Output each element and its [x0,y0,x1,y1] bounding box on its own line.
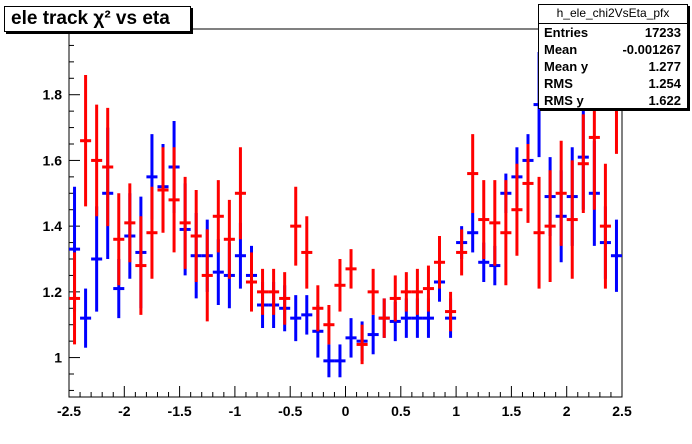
data-point [234,147,246,240]
data-point [290,186,302,266]
data-point [411,268,423,315]
stat-label: Entries [544,25,589,40]
y-tick-label: 1.4 [43,218,63,234]
stat-label: Mean y [544,59,589,74]
stat-value: 1.277 [648,59,681,74]
x-tick-label: -2 [118,403,131,419]
data-point [212,180,224,253]
stats-box: h_ele_chi2VsEta_pfx Entries 17233 Mean -… [538,4,688,109]
data-point [179,176,191,269]
stat-value: 1.622 [648,93,681,108]
y-tick-label: 1.8 [43,87,63,103]
data-point [456,229,468,276]
x-tick-label: 2 [563,403,571,419]
data-point [113,193,125,286]
chart-title: ele track χ² vs eta [11,8,170,29]
stat-value: 1.254 [648,76,681,91]
data-point [323,305,335,345]
data-point [500,180,512,286]
data-point [555,140,567,246]
stat-row-rms: RMS 1.254 [539,75,687,92]
stats-name: h_ele_chi2VsEta_pfx [539,5,687,24]
stat-row-mean: Mean -0.001267 [539,41,687,58]
axes: -2.5 -2 -1.5 -1 -0.5 0 0.5 1 1.5 2 2.5 1 1.2 1.4 1.6 1.… [43,28,632,419]
x-tick-label: -1.5 [168,403,192,419]
data-point [91,206,103,312]
data-point [422,265,434,312]
title-box: ele track χ² vs eta [4,6,191,32]
data-point [599,163,611,289]
data-point [367,314,379,355]
data-point [201,229,213,322]
stat-row-rms-y: RMS y 1.622 [539,92,687,109]
stat-label: Mean [544,42,578,57]
data-point [345,318,357,358]
data-point [533,176,545,289]
data-point [290,295,302,342]
data-point [356,324,368,365]
data-point [467,134,479,213]
data-point [467,213,479,253]
data-point [312,285,324,332]
data-point [577,114,589,213]
data-point [610,219,622,292]
data-point [190,190,202,282]
x-tick-label: 0.5 [391,403,411,419]
x-tick-label: -1 [229,403,242,419]
series-2 [69,61,622,365]
stat-row-entries: Entries 17233 [539,24,687,41]
x-tick-label: -2.5 [57,403,81,419]
data-point [334,259,346,312]
stat-value: 17233 [644,25,681,40]
data-point [223,199,235,279]
stat-label: RMS [544,76,573,91]
data-point [268,268,280,315]
data-point [522,144,534,223]
data-point [146,186,158,279]
x-tick-label: -0.5 [278,403,302,419]
x-tick-label: 2.5 [612,403,632,419]
data-point [69,252,81,345]
x-tick-label: 1.5 [502,403,522,419]
data-point [478,180,490,259]
y-tick-label: 1 [54,350,62,366]
data-point [378,298,390,338]
data-point [124,183,136,263]
data-point [433,236,446,289]
data-point [511,163,523,256]
y-tick-label: 1.2 [43,284,63,300]
plot-frame [68,28,623,398]
data-point [301,295,313,335]
data-point [80,75,92,207]
data-point [301,216,313,289]
stat-label: RMS y [544,93,584,108]
data-point [400,272,412,312]
data-point [345,249,357,289]
data-point [245,252,258,312]
stat-value: -0.001267 [622,42,681,57]
data-point [544,170,556,282]
data-point [135,216,147,315]
y-tick-label: 1.6 [43,152,63,168]
data-point [102,107,114,227]
series-layer [69,52,622,378]
data-point [445,291,457,332]
data-point [279,272,291,325]
data-point [91,104,103,217]
data-point [80,288,92,348]
data-point [323,344,335,378]
data-point [257,268,269,315]
data-point [566,160,578,279]
x-tick-label: 1 [452,403,460,419]
x-tick-label: 0 [342,403,350,419]
data-point [157,147,169,233]
data-point [168,147,180,253]
data-point [489,180,501,266]
data-point [389,275,401,322]
data-point [334,344,346,378]
stat-row-mean-y: Mean y 1.277 [539,58,687,75]
data-point [367,268,379,315]
